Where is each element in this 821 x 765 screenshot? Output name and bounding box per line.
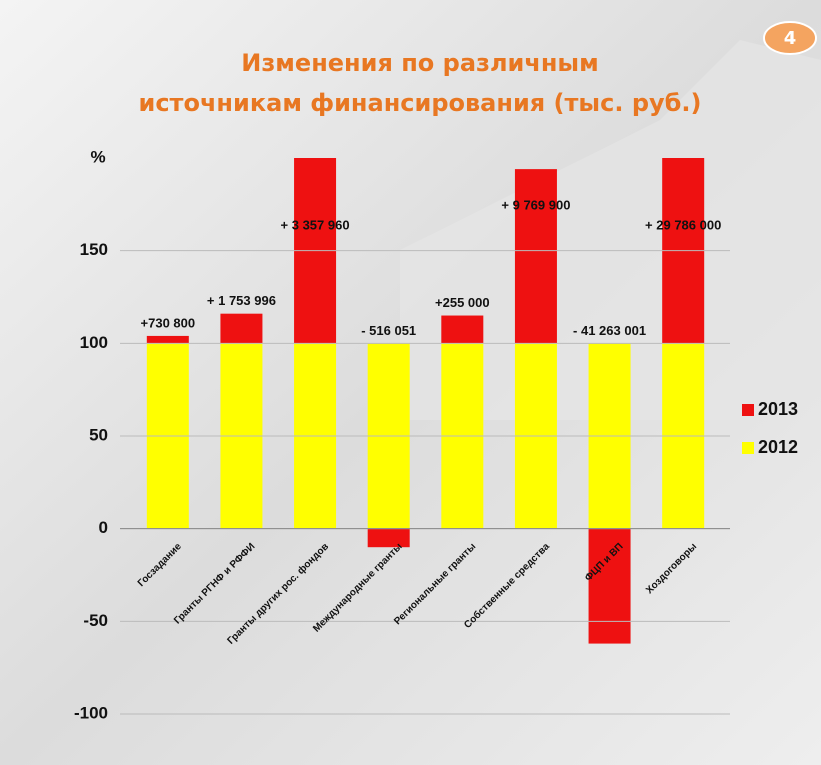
bar	[147, 336, 189, 343]
y-tick-label: -100	[74, 703, 108, 722]
slide: 4 Изменения по различным источникам фина…	[0, 0, 821, 765]
y-tick-label: -50	[83, 611, 108, 630]
change-label: - 41 263 001	[573, 323, 646, 338]
change-label: +730 800	[141, 315, 196, 330]
y-axis-label: %	[90, 147, 105, 166]
change-label: + 9 769 900	[501, 197, 570, 212]
bar	[589, 529, 631, 644]
bar	[220, 314, 262, 344]
legend-swatch	[742, 442, 754, 454]
slide-number: 4	[784, 28, 797, 49]
y-tick-label: 150	[80, 240, 108, 259]
change-label: - 516 051	[361, 323, 416, 338]
y-tick-label: 100	[80, 333, 108, 352]
y-tick-label: 0	[99, 518, 108, 537]
legend-label: 2012	[758, 437, 798, 457]
chart-title: Изменения по различным	[241, 49, 598, 77]
change-label: + 3 357 960	[281, 217, 350, 232]
legend-label: 2013	[758, 399, 798, 419]
y-tick-label: 50	[89, 425, 108, 444]
change-label: +255 000	[435, 295, 490, 310]
bar	[368, 529, 410, 548]
change-label: + 29 786 000	[645, 217, 721, 232]
bar	[441, 316, 483, 344]
change-label: + 1 753 996	[207, 293, 276, 308]
bar	[515, 169, 557, 343]
chart-title: источникам финансирования (тыс. руб.)	[139, 89, 702, 117]
legend-swatch	[742, 404, 754, 416]
